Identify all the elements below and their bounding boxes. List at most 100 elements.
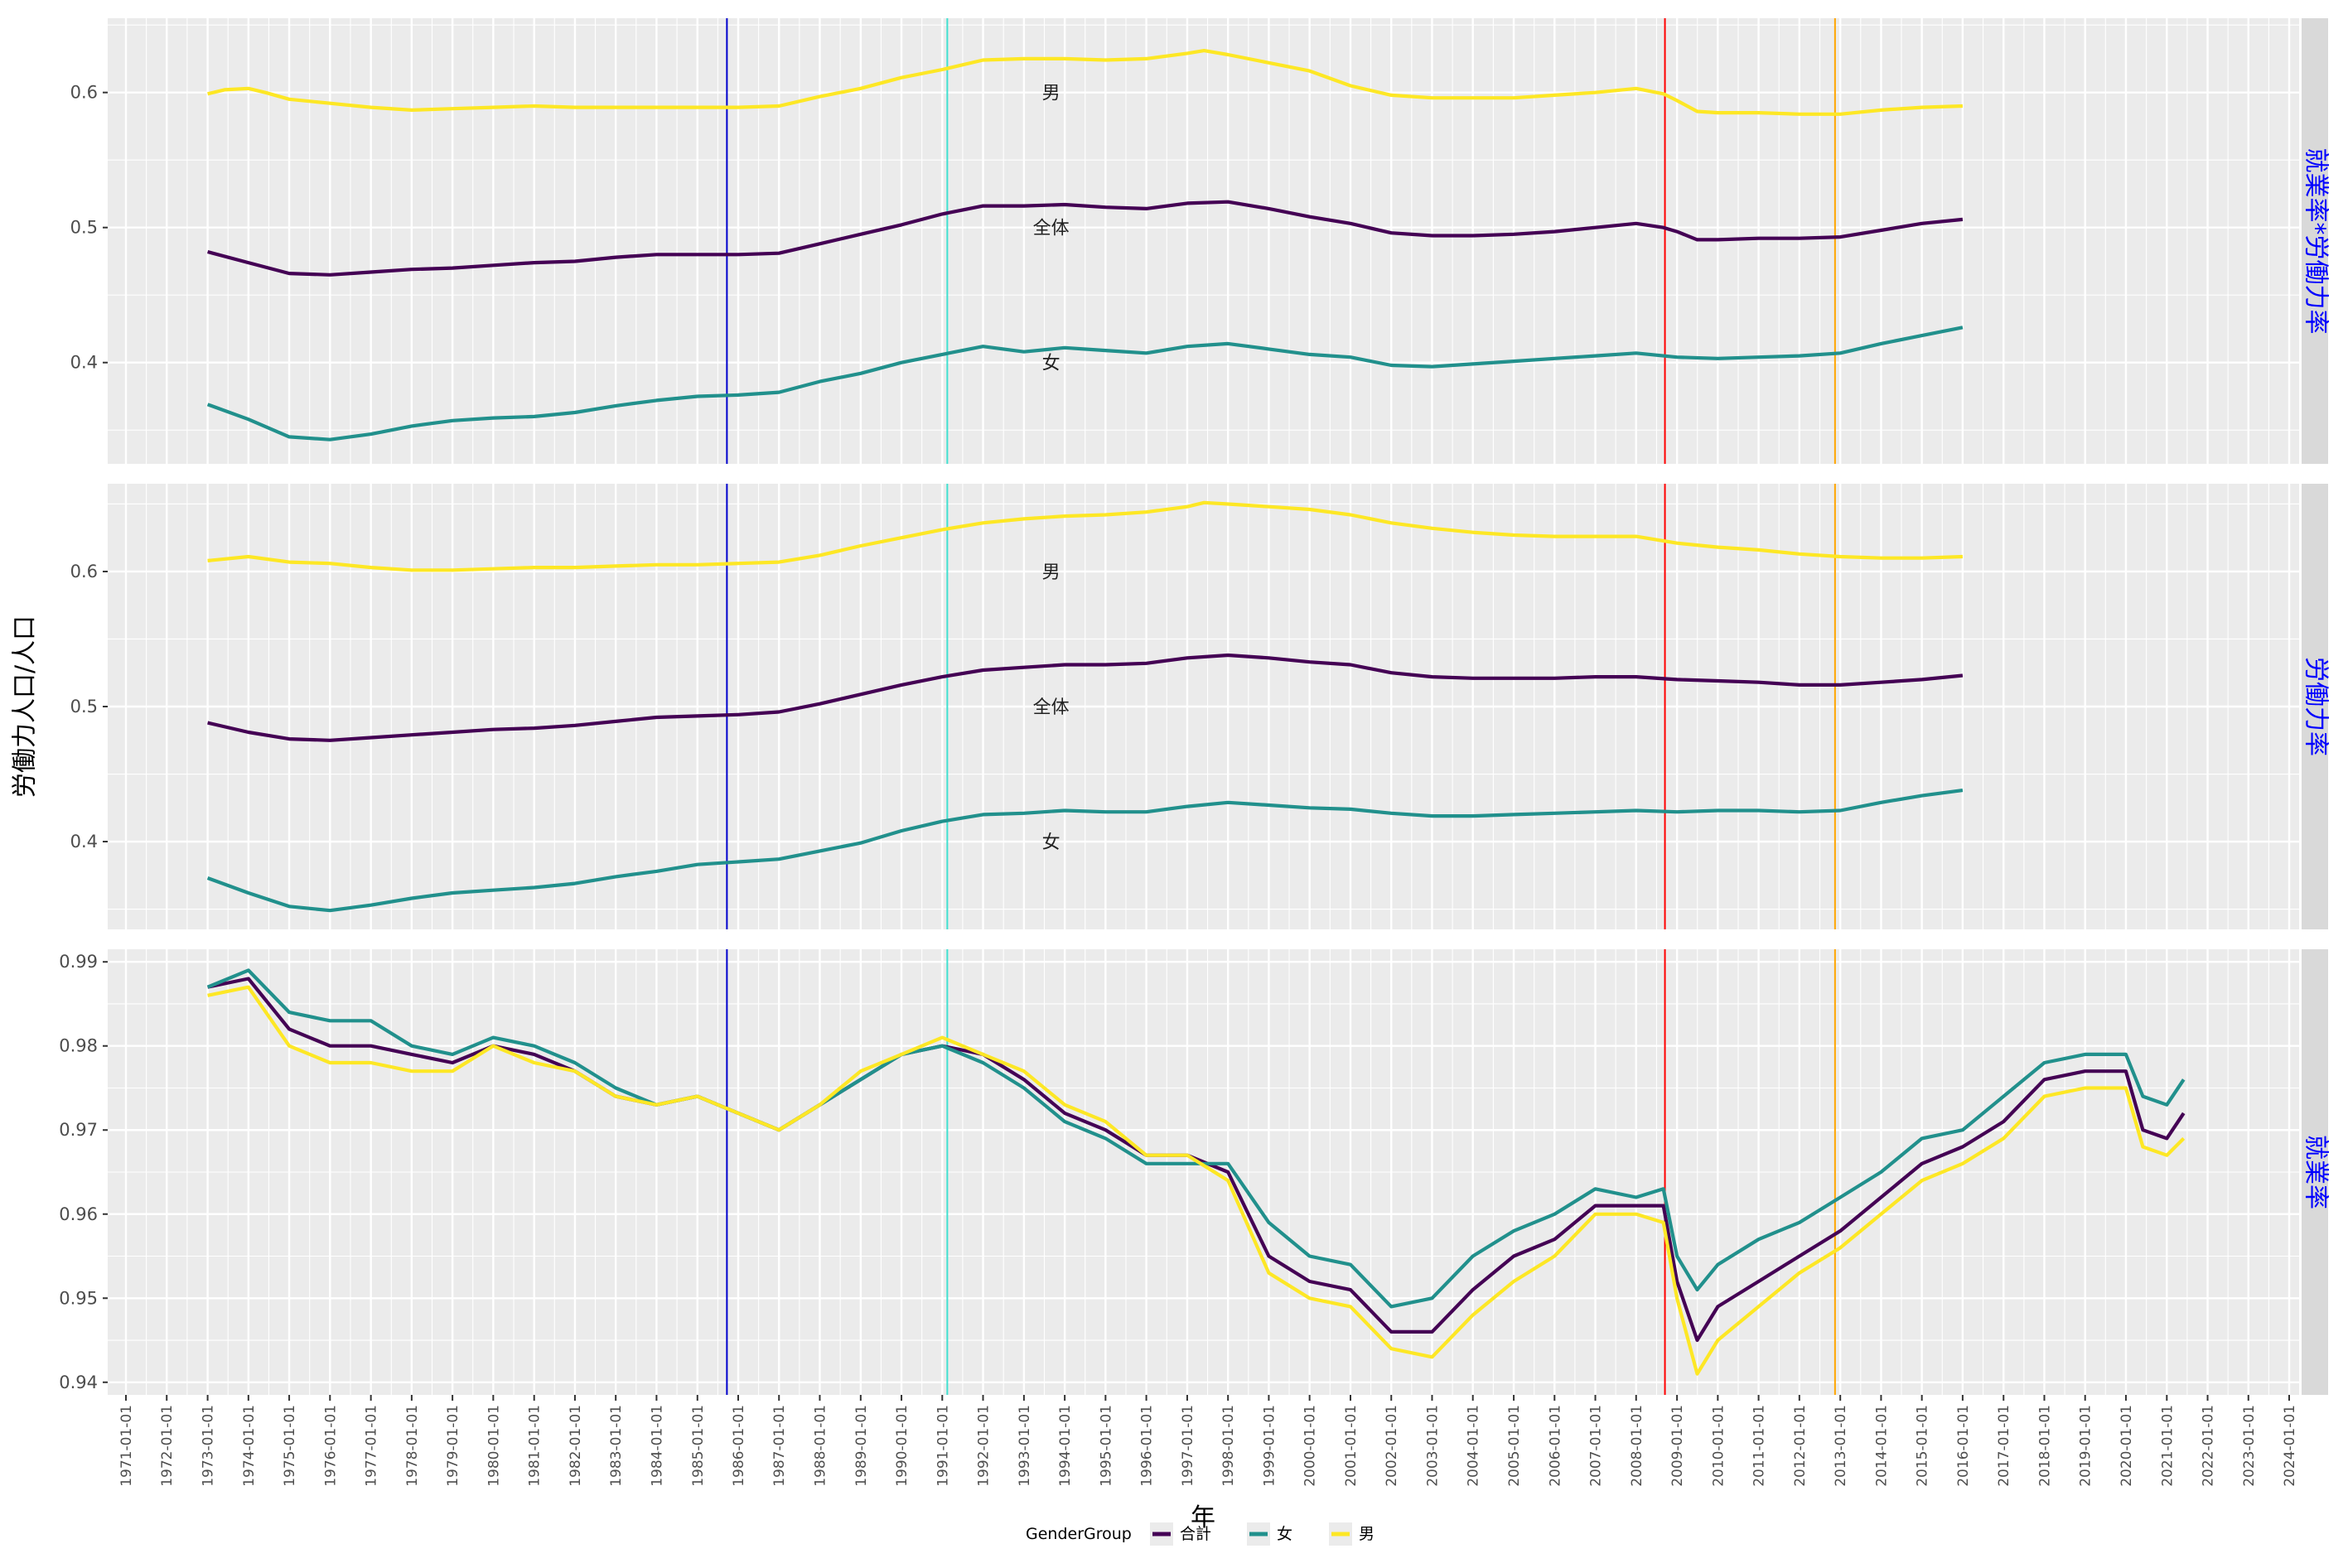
- legend: GenderGroup 合計 女 男: [1026, 1522, 1374, 1546]
- series-text-label: 全体: [1033, 697, 1070, 718]
- x-tick-label: 2020-01-01: [2119, 1405, 2135, 1487]
- series-line-male: [207, 500, 1963, 572]
- series-line-female: [206, 789, 1964, 913]
- x-tick-label: 1974-01-01: [241, 1405, 258, 1487]
- x-tick-label: 1985-01-01: [690, 1405, 707, 1487]
- series-text-label: 女: [1042, 832, 1060, 853]
- facet-strip-label: 労働力率: [2302, 657, 2331, 756]
- x-tick-label: 2005-01-01: [1506, 1405, 1523, 1487]
- x-axis-title: 年: [1191, 1503, 1215, 1532]
- legend-label: 男: [1359, 1525, 1374, 1543]
- facet-strip: [2302, 949, 2328, 1395]
- y-tick-label: 0.6: [70, 83, 98, 103]
- series-line-total: [207, 653, 1964, 742]
- facet-panel: 0.94 0.95 0.96 0.97 0.98 0.99 就業率: [59, 949, 2331, 1395]
- x-tick-label: 2013-01-01: [1833, 1405, 1849, 1487]
- x-tick-label: 1980-01-01: [486, 1405, 502, 1487]
- x-tick-label: 1990-01-01: [894, 1405, 911, 1487]
- series-text-label: 女: [1042, 354, 1060, 374]
- x-tick-label: 1983-01-01: [608, 1405, 625, 1487]
- x-tick-label: 1978-01-01: [404, 1405, 421, 1487]
- x-tick-label: 2006-01-01: [1547, 1405, 1563, 1487]
- x-tick-label: 1996-01-01: [1139, 1405, 1156, 1487]
- x-tick-label: 1979-01-01: [445, 1405, 461, 1487]
- x-tick-label: 2018-01-01: [2036, 1405, 2053, 1487]
- x-tick-label: 2002-01-01: [1384, 1405, 1400, 1487]
- x-tick-label: 2014-01-01: [1873, 1405, 1890, 1487]
- x-tick-label: 2024-01-01: [2282, 1405, 2298, 1487]
- y-tick-label: 0.6: [70, 562, 98, 581]
- legend-title: GenderGroup: [1026, 1525, 1132, 1543]
- y-tick-label: 0.5: [70, 218, 98, 238]
- y-tick-label: 0.98: [59, 1036, 98, 1056]
- legend-label: 女: [1277, 1525, 1292, 1543]
- x-tick-label: 1976-01-01: [322, 1405, 339, 1487]
- x-tick-label: 2009-01-01: [1669, 1405, 1686, 1487]
- x-tick-label: 2003-01-01: [1424, 1405, 1441, 1487]
- x-tick-label: 2021-01-01: [2159, 1405, 2176, 1487]
- x-tick-label: 1992-01-01: [976, 1405, 993, 1487]
- x-tick-label: 1982-01-01: [568, 1405, 584, 1487]
- series-text-label: 男: [1042, 562, 1060, 583]
- x-tick-label: 2000-01-01: [1302, 1405, 1319, 1487]
- x-tick-label: 2023-01-01: [2241, 1405, 2258, 1487]
- x-tick-label: 1975-01-01: [282, 1405, 298, 1487]
- y-tick-label: 0.4: [70, 353, 98, 373]
- facet-strip: [2302, 484, 2328, 929]
- panel-background: [108, 18, 2299, 464]
- facet-strip: [2302, 18, 2328, 464]
- x-tick-label: 1986-01-01: [731, 1405, 747, 1487]
- x-tick-label: 1994-01-01: [1057, 1405, 1074, 1487]
- x-tick-label: 2004-01-01: [1466, 1405, 1482, 1487]
- x-tick-label: 1997-01-01: [1180, 1405, 1196, 1487]
- facet-strip-label: 就業率: [2302, 1135, 2331, 1209]
- x-tick-label: 2011-01-01: [1751, 1405, 1768, 1487]
- y-tick-label: 0.94: [59, 1373, 98, 1392]
- legend-label: 合計: [1180, 1525, 1211, 1543]
- x-tick-label: 1993-01-01: [1017, 1405, 1033, 1487]
- x-tick-label: 1972-01-01: [159, 1405, 176, 1487]
- x-tick-label: 2012-01-01: [1792, 1405, 1809, 1487]
- y-axis-title: 労働力人口/人口: [11, 615, 40, 798]
- x-tick-label: 1984-01-01: [649, 1405, 665, 1487]
- series-text-label: 男: [1042, 84, 1060, 104]
- x-tick-label: 2022-01-01: [2201, 1405, 2217, 1487]
- y-tick-label: 0.99: [59, 952, 98, 972]
- x-tick-label: 1988-01-01: [812, 1405, 829, 1487]
- x-tick-label: 2015-01-01: [1915, 1405, 1931, 1487]
- y-tick-label: 0.96: [59, 1204, 98, 1224]
- y-tick-label: 0.95: [59, 1288, 98, 1308]
- series-line-total: [207, 200, 1964, 277]
- y-tick-label: 0.97: [59, 1120, 98, 1140]
- y-tick-label: 0.4: [70, 832, 98, 852]
- x-tick-label: 2016-01-01: [1955, 1405, 1972, 1487]
- x-tick-label: 2001-01-01: [1343, 1405, 1360, 1487]
- facet-strip-label: 就業率*労働力率: [2302, 148, 2331, 335]
- x-tick-label: 2017-01-01: [1996, 1405, 2012, 1487]
- x-tick-label: 1981-01-01: [527, 1405, 544, 1487]
- x-tick-label: 1999-01-01: [1261, 1405, 1278, 1487]
- x-tick-label: 2010-01-01: [1710, 1405, 1727, 1487]
- x-tick-label: 1998-01-01: [1220, 1405, 1237, 1487]
- x-tick-label: 1987-01-01: [771, 1405, 788, 1487]
- x-tick-label: 1971-01-01: [118, 1405, 135, 1487]
- x-tick-label: 2007-01-01: [1588, 1405, 1605, 1487]
- y-tick-label: 0.5: [70, 697, 98, 716]
- x-tick-label: 1995-01-01: [1098, 1405, 1114, 1487]
- series-line-male: [207, 985, 2186, 1376]
- x-tick-label: 2008-01-01: [1629, 1405, 1645, 1487]
- x-tick-label: 1973-01-01: [200, 1405, 217, 1487]
- series-text-label: 全体: [1033, 219, 1070, 239]
- series-line-total: [207, 977, 2186, 1343]
- x-tick-label: 1977-01-01: [364, 1405, 380, 1487]
- x-tick-label: 2019-01-01: [2078, 1405, 2094, 1487]
- series-line-male: [207, 48, 1963, 116]
- x-tick-label: 1991-01-01: [935, 1405, 951, 1487]
- x-tick-label: 1989-01-01: [853, 1405, 870, 1487]
- series-line-female: [206, 968, 2186, 1309]
- series-line-female: [206, 326, 1964, 441]
